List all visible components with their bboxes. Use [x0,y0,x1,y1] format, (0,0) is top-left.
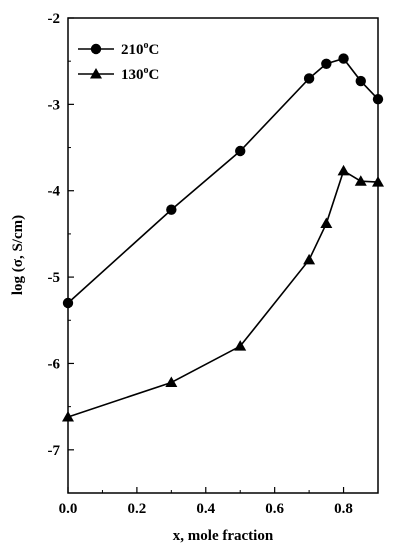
plot-frame [67,17,379,494]
data-point [303,253,316,265]
y-tick-label: -7 [48,443,61,459]
legend: 210oC 130oC [78,40,159,83]
y-tick-label: -6 [48,356,61,372]
x-tick-label: 0.8 [334,501,353,517]
data-point [337,164,350,176]
data-point [166,204,177,215]
y-tick-label: -4 [48,184,61,200]
data-point [372,176,384,187]
series-line [67,169,379,418]
y-axis-title: log (σ, S/cm) [10,215,26,295]
x-tick-label: 0.4 [196,501,215,517]
x-tick-label: 0.6 [265,501,284,517]
data-point [62,297,74,309]
data-point [165,376,178,387]
data-point [338,53,349,64]
data-point [235,145,246,157]
y-axis-ticks: -2 -3 -4 -5 -6 -7 [48,11,74,459]
series-2 [62,164,384,422]
legend-label: 130oC [121,65,159,83]
y-tick-label: -3 [48,97,61,113]
data-point [321,58,332,69]
series-1 [62,53,384,309]
data-point [354,175,367,186]
y-tick-label: -5 [48,270,61,286]
legend-entry: 210oC [78,40,159,58]
data-point [320,217,333,229]
x-axis-title: x, mole fraction [173,528,274,544]
legend-marker [90,68,102,79]
data-point [303,73,315,84]
legend-label: 210oC [121,40,159,58]
data-point [355,75,366,87]
x-tick-label: 0.0 [59,501,78,517]
series-layer [62,53,384,422]
x-axis-ticks: 0.0 0.2 0.4 0.6 0.8 [59,487,379,517]
y-tick-label: -2 [48,11,61,27]
data-point [372,93,384,105]
legend-marker [90,43,102,55]
x-tick-label: 0.2 [128,501,147,517]
series-line [67,57,379,304]
data-point [62,411,74,422]
data-point [234,340,247,351]
legend-entry: 130oC [78,65,159,83]
